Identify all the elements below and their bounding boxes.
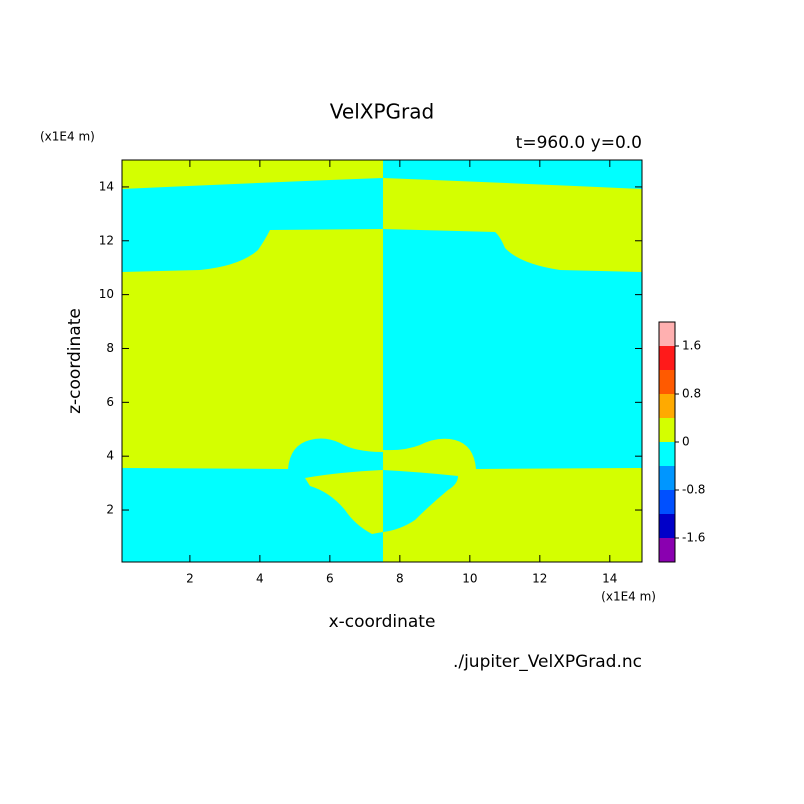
- colorbar-swatch: [659, 514, 675, 538]
- region: [122, 438, 383, 562]
- x-axis-title: x-coordinate: [329, 612, 436, 632]
- colorbar-swatch: [659, 322, 675, 346]
- colorbar-tick-label: 0.8: [682, 387, 701, 401]
- x-tick-label: 10: [462, 572, 477, 586]
- source-label: ./jupiter_VelXPGrad.nc: [453, 652, 642, 672]
- x-tick-label: 4: [256, 572, 264, 586]
- y-tick-label: 2: [106, 503, 114, 517]
- x-tick-label: 12: [532, 572, 547, 586]
- region: [122, 178, 383, 272]
- colorbar-swatch: [659, 418, 675, 442]
- colorbar-swatch: [659, 466, 675, 490]
- colorbar-swatch: [659, 490, 675, 514]
- y-tick-label: 12: [99, 233, 114, 247]
- x-tick-label: 6: [326, 572, 334, 586]
- colorbar-swatch: [659, 346, 675, 370]
- colorbar-tick-label: -0.8: [682, 483, 705, 497]
- colorbar-swatch: [659, 538, 675, 562]
- contour-regions: [122, 160, 642, 562]
- colorbar-tick-label: 1.6: [682, 339, 701, 353]
- y-tick-label: 14: [99, 179, 114, 193]
- region: [383, 470, 458, 532]
- colorbar-tick-label: 0: [682, 435, 690, 449]
- y-unit: (x1E4 m): [40, 130, 95, 144]
- y-tick-label: 8: [106, 341, 114, 355]
- x-tick-label: 2: [186, 572, 194, 586]
- colorbar-tick-label: -1.6: [682, 531, 705, 545]
- region: [305, 470, 383, 534]
- chart-title: VelXPGrad: [330, 100, 434, 124]
- colorbar-swatch: [659, 442, 675, 466]
- chart-subtitle: t=960.0 y=0.0: [516, 133, 642, 153]
- region: [383, 438, 642, 562]
- region: [383, 178, 642, 272]
- y-tick-label: 10: [99, 287, 114, 301]
- y-axis-title: z-coordinate: [65, 308, 85, 414]
- y-tick-label: 4: [106, 449, 114, 463]
- x-unit: (x1E4 m): [601, 590, 656, 604]
- x-tick-label: 14: [602, 572, 617, 586]
- plot-frame: [121, 159, 643, 563]
- colorbar-swatch: [659, 394, 675, 418]
- y-tick-label: 6: [106, 395, 114, 409]
- colorbar-swatch: [659, 370, 675, 394]
- x-tick-label: 8: [396, 572, 404, 586]
